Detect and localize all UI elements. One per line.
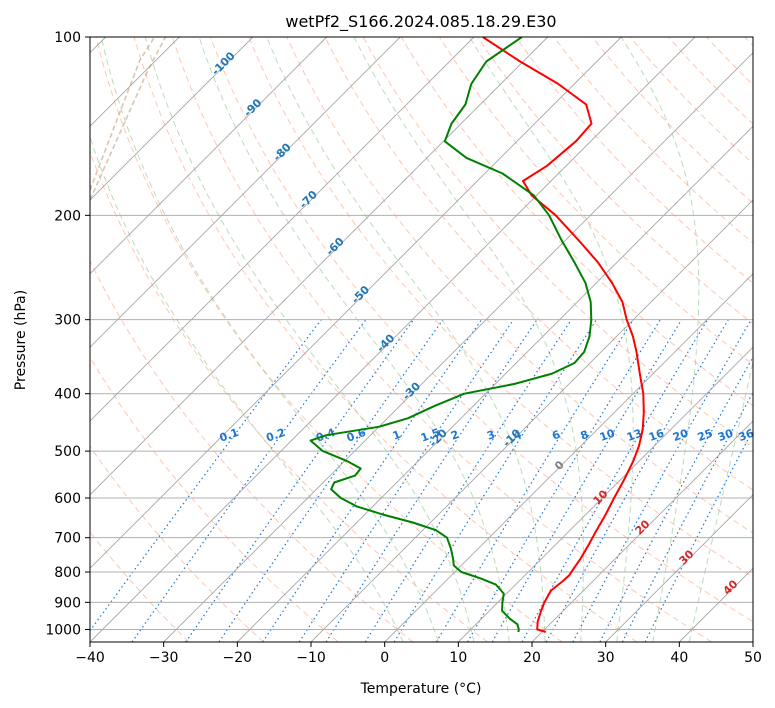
mixing-ratio-label: 4	[512, 428, 524, 443]
moist-adiabat	[144, 37, 475, 642]
x-axis-label: Temperature (°C)	[360, 681, 482, 697]
y-tick-label: 400	[54, 387, 81, 403]
mixing-ratio-label: 8	[579, 428, 591, 443]
isotherm-line	[531, 420, 753, 642]
dry-adiabat	[90, 259, 414, 642]
y-tick-label: 200	[54, 208, 81, 224]
y-tick-label: 700	[54, 531, 81, 547]
mixing-ratio-label: 2	[449, 428, 461, 443]
dry-adiabat	[400, 37, 753, 407]
moist-adiabat	[469, 37, 634, 642]
isotherm-line	[90, 37, 622, 569]
y-tick-label: 100	[54, 30, 81, 46]
dry-adiabat	[515, 37, 753, 284]
dry-adiabat	[324, 37, 753, 491]
dry-adiabat	[477, 37, 753, 325]
mixing-ratio-label: 0.2	[264, 426, 287, 445]
isotherm-line	[384, 273, 753, 642]
mixing-ratio-line	[491, 319, 683, 642]
brown-curves	[90, 37, 167, 201]
dry-adiabat	[95, 37, 563, 642]
mixing-ratio-line	[185, 319, 414, 642]
x-tick-label: 30	[597, 650, 615, 666]
mixing-ratio-label: 36	[737, 426, 756, 444]
moist-adiabat	[688, 358, 753, 642]
x-tick-label: 50	[744, 650, 762, 666]
mixing-ratio-label: 13	[625, 427, 644, 444]
moist-adiabats	[90, 37, 753, 642]
isotherm-line	[163, 52, 753, 642]
plot-area: 0.1 0.2 0.4 0.6 1 1.5 2 3 4 6 8 10 13 16 20 25 30 36-100-…	[90, 37, 756, 642]
dewpoint-line	[309, 37, 593, 633]
isotherm-line	[605, 494, 753, 642]
y-axis-label: Pressure (hPa)	[13, 290, 29, 390]
x-tick-label: −30	[149, 650, 179, 666]
moist-adiabat	[100, 37, 439, 642]
dry-adiabat	[90, 445, 264, 642]
mixing-ratio-label: 20	[671, 426, 690, 444]
y-tick-label: 500	[54, 444, 81, 460]
y-tick-label: 600	[54, 491, 81, 507]
isopleth-labels: 0.1 0.2 0.4 0.6 1 1.5 2 3 4 6 8 10 13 16 20 25 30 36-100-…	[209, 49, 756, 597]
mixing-ratio-line	[599, 355, 753, 642]
moist-adiabat	[90, 135, 404, 642]
isotherm-line	[90, 37, 401, 348]
mixing-ratio-label: 3	[485, 428, 497, 443]
isotherm-line	[90, 37, 696, 642]
x-tick-label: −20	[223, 650, 253, 666]
y-tick-label: 900	[54, 595, 81, 611]
mixing-ratio-line	[90, 319, 322, 632]
x-tick-label: −10	[296, 650, 326, 666]
moist-adiabat	[353, 37, 584, 642]
dry-adiabat	[133, 37, 638, 642]
mixing-ratio-label: 0.1	[218, 426, 241, 445]
dry-adiabat	[591, 37, 753, 204]
profile-lines	[309, 37, 645, 633]
y-tick-label: 300	[54, 313, 81, 329]
x-tick-label: −40	[75, 650, 105, 666]
x-tick-label: 40	[670, 650, 688, 666]
mixing-ratio-label: 16	[647, 426, 666, 444]
mixing-ratio-line	[545, 319, 729, 642]
dry-adiabat	[171, 37, 712, 642]
mixing-ratio-label: 10	[598, 426, 617, 444]
isotherm-line	[310, 199, 753, 642]
mixing-ratio-line	[572, 319, 752, 642]
mixing-ratio-line	[521, 319, 709, 642]
isotherm-line	[90, 37, 328, 275]
x-tick-label: 0	[380, 650, 389, 666]
moist-adiabat	[620, 37, 700, 642]
temperature-line	[482, 37, 645, 633]
plot-frame	[89, 36, 754, 643]
y-tick-label: 800	[54, 565, 81, 581]
dry-adiabat	[210, 37, 753, 623]
mixing-ratio-label: 25	[696, 427, 715, 444]
mixing-ratio-line	[364, 319, 572, 642]
mixing-ratio-label: 30	[716, 426, 735, 444]
isotherm-line	[457, 346, 753, 642]
mixing-ratio-label: 1	[391, 428, 403, 443]
mixing-ratio-label: 1.5	[419, 426, 442, 445]
brown-curve	[90, 37, 156, 191]
isotherm-line	[236, 125, 753, 642]
dry-adiabat	[248, 37, 753, 578]
moist-adiabat	[266, 37, 546, 642]
dry-adiabat	[629, 37, 753, 165]
axis-ticks: −40 −30 −20 −10 0 10 20 30 40 50 1000 900 800 700 600 5…	[45, 30, 762, 666]
mixing-ratio-line	[298, 319, 514, 642]
isotherm-line	[90, 37, 254, 201]
mixing-ratio-line	[466, 319, 661, 642]
x-tick-label: 20	[523, 650, 541, 666]
x-tick-label: 10	[449, 650, 467, 666]
mixing-ratio-label: 6	[550, 428, 562, 443]
chart-title: wetPf2_S166.2024.085.18.29.E30	[285, 12, 556, 32]
y-tick-label: 1000	[45, 622, 81, 638]
mixing-ratio-line	[131, 319, 367, 642]
isotherm-line	[90, 37, 475, 422]
